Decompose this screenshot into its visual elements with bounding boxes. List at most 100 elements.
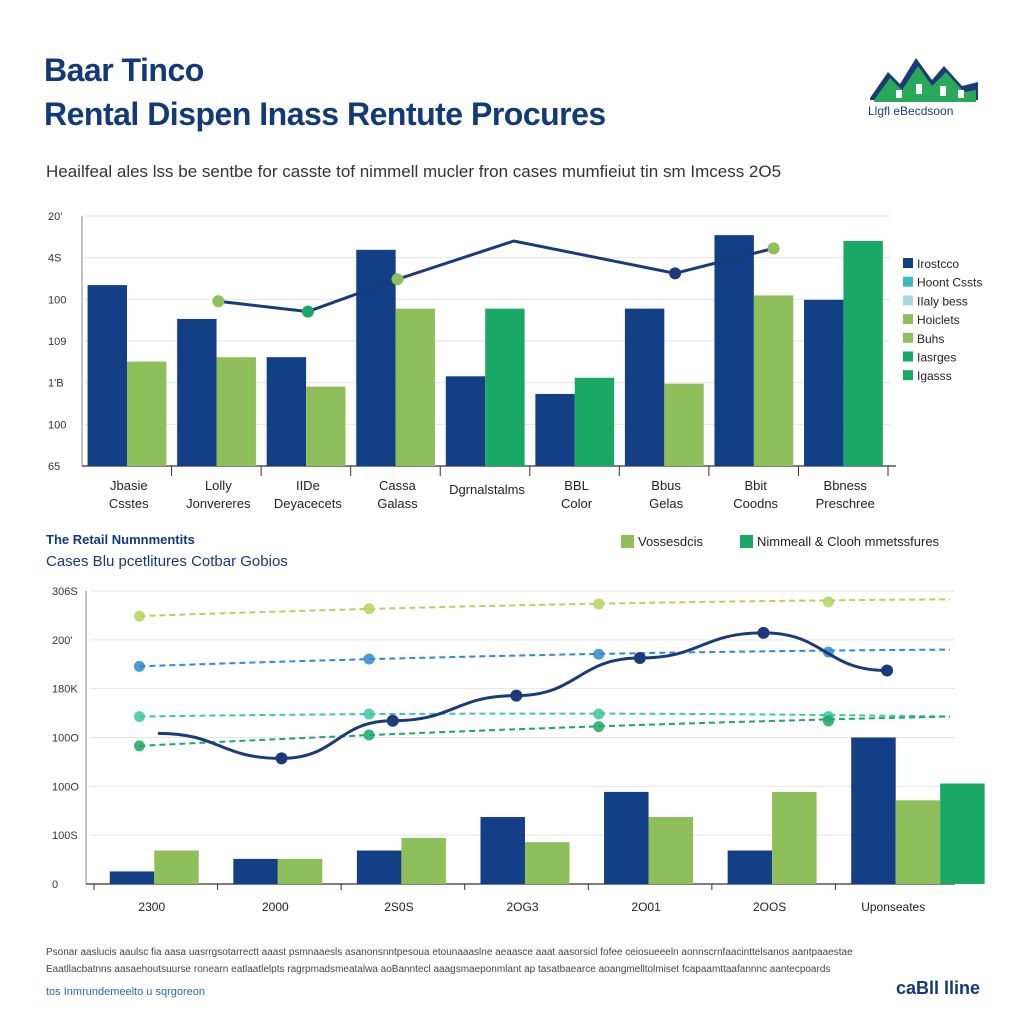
x-tick-label: Cassa — [379, 478, 417, 493]
line-point — [212, 295, 225, 308]
bar-series-2 — [843, 241, 883, 466]
x-tick-label: Jonvereres — [186, 496, 251, 511]
bar-series-2 — [524, 842, 570, 884]
bar-series-2 — [753, 295, 794, 466]
chart-1: 65 100 1'B 109 100 4S 20' Jbasie Csstes Lolly Jonv… — [48, 211, 982, 511]
main-line-point — [633, 651, 646, 664]
y-tick-label: 109 — [48, 336, 66, 348]
legend-swatch — [903, 258, 913, 268]
y-tick-label: 100 — [48, 419, 66, 431]
legend-label: Irostcco — [917, 257, 959, 271]
bar-series-2 — [306, 386, 346, 466]
trend-point — [593, 708, 605, 720]
line-point — [669, 267, 682, 280]
footer-note-line2: Eaatllacbatnns aasaehoutsuurse ronearn e… — [46, 964, 831, 975]
trend-point — [133, 610, 145, 622]
bar-series-1 — [177, 318, 217, 466]
page-title-line1: Baar Tinco — [44, 52, 204, 88]
bar-series-1 — [109, 871, 155, 884]
page-title-line2: Rental Dispen Inass Rentute Procures — [44, 96, 606, 132]
legend-swatch — [903, 314, 913, 325]
bar-series-1 — [233, 858, 278, 884]
bar-series-1 — [624, 308, 665, 466]
bar-series-2 — [126, 361, 167, 466]
y-tick-label: 4S — [48, 253, 61, 265]
x-tick-label: 2S0S — [384, 900, 413, 914]
x-tick-label: Galass — [377, 496, 418, 511]
legend-swatch — [903, 295, 913, 306]
x-tick-label: Bbness — [824, 478, 868, 493]
bar-series-1 — [87, 285, 127, 466]
footer-logo: caBll lline — [895, 978, 980, 998]
chart-2-title: The Retail Numnmentits — [46, 532, 195, 547]
x-tick-label: Gelas — [649, 496, 683, 511]
main-line — [157, 631, 888, 760]
y-tick-label: 65 — [48, 461, 60, 473]
y-tick-label: 100O — [52, 733, 79, 745]
trend-point — [363, 729, 375, 741]
legend-swatch — [903, 276, 913, 287]
x-tick-label: 2O01 — [631, 900, 661, 914]
bar-series-2 — [648, 817, 694, 884]
bar-series-2 — [401, 837, 446, 884]
y-tick-label: 180K — [52, 684, 78, 696]
bar-series-1 — [356, 850, 402, 884]
legend-swatch — [740, 535, 753, 548]
legend-label: IIaly bess — [917, 294, 968, 308]
x-tick-label: Deyacecets — [274, 496, 342, 511]
trend-point — [822, 596, 834, 608]
x-tick-label: Coodns — [733, 496, 778, 511]
legend-label: Buhs — [917, 332, 944, 346]
x-tick-label: Csstes — [109, 496, 149, 511]
legend-swatch — [621, 535, 634, 548]
trend-point — [133, 711, 145, 723]
bar-series-2 — [154, 850, 199, 884]
bar-series-1 — [535, 393, 575, 466]
house-logo-icon — [870, 58, 978, 102]
x-tick-label: Preschree — [816, 496, 875, 511]
trend-point — [593, 648, 605, 660]
y-tick-label: 200' — [52, 635, 72, 647]
legend-label: Nimmeall & Clooh mmetssfures — [757, 534, 940, 549]
y-tick-label: 100S — [52, 830, 78, 842]
trend-point — [133, 660, 145, 672]
main-line-point — [757, 626, 770, 639]
legend-label: Igasss — [917, 369, 952, 383]
chart-2-subtitle: Cases Blu pcetlitures Cotbar Gobios — [46, 553, 288, 570]
line-point — [301, 305, 314, 318]
footer-source: tos Inmrundemeelto u sqrgoreon — [46, 986, 205, 998]
bar-series-1 — [714, 235, 754, 466]
bar-series-2 — [772, 791, 817, 884]
trend-point — [593, 721, 605, 733]
main-line-point — [386, 714, 399, 727]
trend-point — [133, 740, 145, 752]
bar-series-2 — [216, 357, 256, 466]
x-tick-label: Dgrnalstalms — [449, 482, 525, 497]
y-tick-label: 306S — [52, 586, 78, 598]
bar-series-1 — [804, 299, 844, 466]
logo-caption: Llgfl eBecdsoon — [868, 104, 954, 118]
trend-point — [593, 598, 605, 610]
x-tick-label: Color — [561, 496, 593, 511]
bar-series-1 — [480, 817, 525, 884]
legend-swatch — [903, 332, 913, 343]
x-tick-label: Lolly — [205, 478, 232, 493]
bar-series-1 — [727, 850, 773, 884]
legend-swatch — [903, 351, 913, 362]
trend-point — [363, 708, 375, 720]
y-tick-label: 20' — [48, 211, 62, 223]
bar-series-2 — [664, 383, 704, 466]
x-tick-label: BBL — [564, 478, 589, 493]
bar-series-1 — [604, 791, 649, 884]
legend-swatch — [903, 370, 913, 381]
page-subtitle: Heailfeal ales lss be sentbe for casste … — [46, 162, 782, 181]
chart-2: 0 100S 100O 100O 180K 200' 306S 2300 2000 2S0S 2OG… — [52, 534, 985, 914]
trend-point — [822, 715, 834, 727]
trend-point — [363, 603, 375, 615]
bar-series-1 — [266, 357, 307, 466]
main-line-point — [881, 664, 894, 677]
x-tick-label: 2OOS — [753, 900, 786, 914]
legend-label: Hoont Cssts — [917, 276, 982, 290]
bar-series-2 — [574, 377, 615, 466]
bar-series-1 — [851, 737, 896, 884]
